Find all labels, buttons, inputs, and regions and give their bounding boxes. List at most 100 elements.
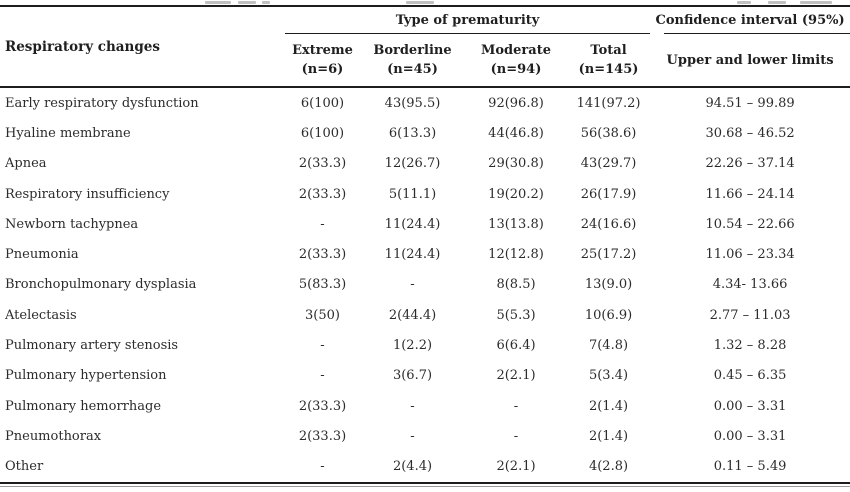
cell-moderate: 92(96.8) [488, 95, 544, 111]
cell-confidence-interval: 4.34- 13.66 [712, 277, 788, 293]
cell-extreme: 3(50) [305, 307, 340, 323]
cell-moderate: 5(5.3) [496, 307, 536, 323]
cell-confidence-interval: 94.51 – 99.89 [705, 95, 795, 111]
cell-total: 4(2.8) [588, 459, 629, 475]
cell-extreme: 6(100) [300, 125, 345, 141]
cell-total: 2(1.4) [588, 398, 629, 414]
col-group-confidence-interval: Confidence interval (95%) [650, 6, 850, 34]
caption-remnant-mark [262, 1, 270, 4]
cell-moderate: 29(30.8) [488, 156, 544, 172]
row-label: Hyaline membrane [5, 125, 131, 141]
caption-remnant-mark [238, 1, 256, 4]
table-row: Bronchopulmonary dysplasia 5(83.3) - 8(8… [0, 270, 850, 300]
cell-total: 26(17.9) [580, 186, 637, 202]
cell-total: 56(38.6) [580, 125, 637, 141]
cell-confidence-interval: 0.00 – 3.31 [713, 398, 787, 414]
cell-extreme: 2(33.3) [298, 398, 347, 414]
cell-extreme: - [320, 368, 325, 384]
prematurity-respiratory-table: Respiratory changes Type of prematurity … [0, 5, 850, 484]
table-row: Newborn tachypnea - 11(24.4) 13(13.8) 24… [0, 209, 850, 239]
cell-total: 5(3.4) [588, 368, 629, 384]
table-row: Pulmonary hypertension - 3(6.7) 2(2.1) 5… [0, 361, 850, 391]
row-label: Newborn tachypnea [5, 216, 139, 232]
col-header-borderline: Borderline (n=45) [360, 33, 465, 88]
cell-moderate: 13(13.8) [488, 216, 544, 232]
col-header-total: Total (n=145) [567, 33, 651, 88]
cell-moderate: 12(12.8) [488, 247, 544, 263]
cell-moderate: 2(2.1) [496, 459, 536, 475]
caption-remnant-mark [205, 1, 231, 4]
cell-moderate: 8(8.5) [496, 277, 536, 293]
group-header-row: Respiratory changes Type of prematurity … [0, 6, 850, 88]
cell-total: 13(9.0) [584, 277, 633, 293]
cell-moderate: - [513, 398, 519, 414]
cell-extreme: 2(33.3) [298, 186, 347, 202]
table-row: Pneumothorax 2(33.3) - - 2(1.4) 0.00 – 3… [0, 421, 850, 451]
cell-confidence-interval: 10.54 – 22.66 [705, 216, 795, 232]
cell-borderline: 2(4.4) [392, 459, 433, 475]
cell-confidence-interval: 1.32 – 8.28 [713, 338, 787, 354]
row-label: Bronchopulmonary dysplasia [5, 277, 197, 293]
cell-extreme: 5(83.3) [298, 277, 347, 293]
cell-total: 43(29.7) [580, 156, 637, 172]
cell-borderline: 11(24.4) [384, 247, 441, 263]
col-header-moderate: Moderate (n=94) [465, 33, 567, 88]
col-header-extreme-label: Extreme [292, 43, 353, 58]
cell-extreme: 2(33.3) [298, 247, 347, 263]
cell-moderate: 6(6.4) [496, 338, 536, 354]
table-row: Apnea 2(33.3) 12(26.7) 29(30.8) 43(29.7)… [0, 149, 850, 179]
cell-confidence-interval: 22.26 – 37.14 [705, 156, 795, 172]
cell-borderline: 1(2.2) [392, 338, 433, 354]
cell-confidence-interval: 2.77 – 11.03 [709, 307, 791, 323]
cell-extreme: 2(33.3) [298, 428, 347, 444]
table-row: Atelectasis 3(50) 2(44.4) 5(5.3) 10(6.9)… [0, 300, 850, 330]
cell-confidence-interval: 0.45 – 6.35 [713, 368, 787, 384]
cell-borderline: 6(13.3) [388, 125, 437, 141]
cell-borderline: 11(24.4) [384, 216, 441, 232]
table-row: Pneumonia 2(33.3) 11(24.4) 12(12.8) 25(1… [0, 239, 850, 269]
cell-borderline: - [410, 277, 415, 293]
cell-borderline: 3(6.7) [392, 368, 433, 384]
row-label: Pulmonary hypertension [5, 368, 167, 384]
cell-total: 141(97.2) [576, 95, 641, 111]
cell-moderate: - [513, 428, 519, 444]
table-row: Pulmonary hemorrhage 2(33.3) - - 2(1.4) … [0, 391, 850, 421]
cell-moderate: 19(20.2) [488, 186, 544, 202]
cell-total: 10(6.9) [584, 307, 633, 323]
table-row: Respiratory insufficiency 2(33.3) 5(11.1… [0, 179, 850, 209]
col-group-type-of-prematurity: Type of prematurity [285, 6, 651, 34]
row-label: Atelectasis [5, 307, 77, 323]
col-header-moderate-n: (n=94) [490, 62, 542, 77]
row-label: Apnea [5, 156, 47, 172]
cell-total: 24(16.6) [580, 216, 637, 232]
cell-confidence-interval: 0.00 – 3.31 [713, 428, 787, 444]
caption-remnant-mark [737, 1, 751, 4]
cell-borderline: - [410, 398, 415, 414]
cell-extreme: 2(33.3) [298, 156, 347, 172]
row-label: Pulmonary artery stenosis [5, 338, 179, 354]
cell-total: 2(1.4) [588, 428, 629, 444]
col-header-extreme-n: (n=6) [301, 62, 344, 77]
caption-remnant-mark [768, 1, 786, 4]
col-header-respiratory-changes: Respiratory changes [0, 6, 285, 88]
col-header-total-n: (n=145) [578, 62, 639, 77]
col-header-extreme: Extreme (n=6) [285, 33, 360, 88]
sub-header-row: Extreme (n=6) Borderline (n=45) Moderate… [0, 33, 850, 88]
table-body: Early respiratory dysfunction 6(100) 43(… [0, 87, 850, 483]
col-header-moderate-label: Moderate [481, 43, 551, 58]
cell-extreme: - [320, 216, 325, 232]
cell-confidence-interval: 11.06 – 23.34 [705, 247, 795, 263]
col-header-borderline-n: (n=45) [387, 62, 438, 77]
row-label: Other [5, 459, 44, 475]
cell-extreme: 6(100) [300, 95, 345, 111]
table-row: Pulmonary artery stenosis - 1(2.2) 6(6.4… [0, 330, 850, 360]
col-header-upper-lower-limits: Upper and lower limits [650, 33, 850, 88]
table-row: Early respiratory dysfunction 6(100) 43(… [0, 87, 850, 118]
row-label: Pneumonia [5, 247, 79, 263]
row-label: Pulmonary hemorrhage [5, 398, 162, 414]
cell-extreme: - [320, 459, 325, 475]
cell-confidence-interval: 0.11 – 5.49 [713, 459, 787, 475]
cell-extreme: - [320, 338, 325, 354]
cell-moderate: 2(2.1) [496, 368, 536, 384]
